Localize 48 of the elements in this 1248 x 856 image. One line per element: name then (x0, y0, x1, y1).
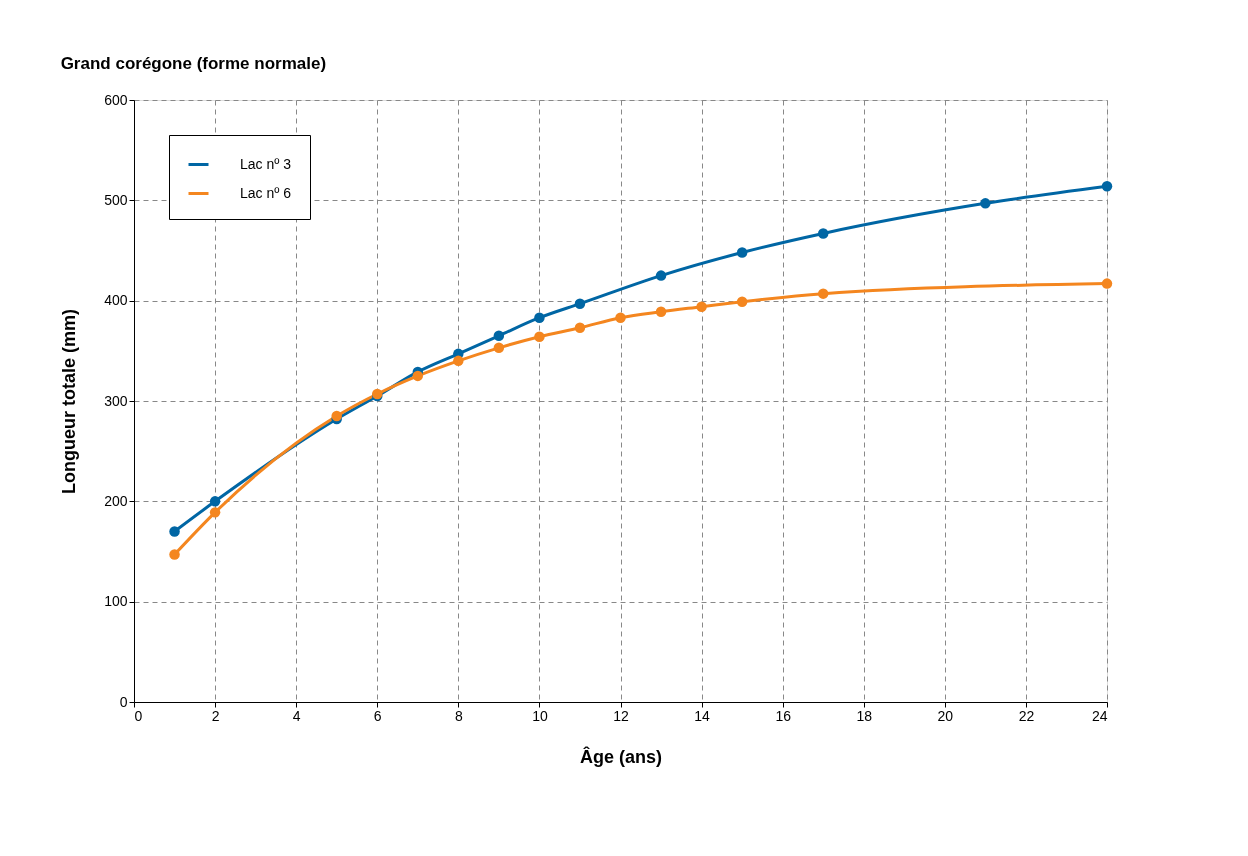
y-tick-label: 100 (104, 593, 128, 610)
legend-label: Lac nº 6 (240, 184, 292, 201)
x-tick-label: 16 (775, 707, 792, 724)
point (534, 331, 545, 343)
legend-label: Lac nº 3 (240, 155, 292, 172)
x-tick-label: 22 (1018, 707, 1035, 724)
point (615, 312, 626, 323)
x-tick-label: 0 (134, 707, 143, 724)
point (169, 526, 180, 537)
point (453, 355, 464, 367)
y-tick-label: 500 (104, 191, 128, 208)
point (696, 301, 707, 312)
point (1101, 278, 1113, 289)
y-tick-label: 300 (104, 392, 128, 409)
point (574, 298, 586, 309)
point (209, 496, 221, 507)
x-tick-label: 18 (856, 707, 873, 724)
point (412, 370, 424, 382)
point (169, 549, 180, 560)
y-tick-label: 600 (104, 91, 128, 108)
x-tick-label: 2 (211, 707, 220, 724)
y-axis-title: Longueur totale (mm) (59, 309, 80, 494)
point (736, 247, 748, 258)
y-tick-label: 0 (119, 693, 128, 710)
x-tick-label: 24 (1091, 707, 1108, 724)
x-tick-label: 10 (532, 707, 548, 724)
y-tick-label: 200 (104, 492, 128, 509)
point (209, 507, 221, 518)
point (1101, 181, 1113, 192)
point (736, 296, 748, 307)
y-tick-label: 400 (104, 292, 128, 309)
x-axis-title: Âge (ans) (579, 745, 663, 767)
point (655, 270, 667, 281)
x-tick-label: 8 (454, 707, 463, 724)
point (817, 228, 829, 239)
x-tick-label: 14 (694, 707, 711, 724)
x-tick-label: 6 (373, 707, 382, 724)
point (493, 342, 505, 354)
point (817, 288, 829, 299)
x-tick-label: 12 (613, 707, 629, 724)
point (534, 312, 545, 323)
chart-title: Grand corégone (forme normale) (60, 54, 327, 73)
x-tick-label: 4 (292, 707, 301, 724)
point (574, 322, 586, 333)
point (655, 306, 667, 317)
point (493, 330, 505, 342)
point (980, 198, 991, 209)
x-tick-label: 20 (937, 707, 954, 724)
